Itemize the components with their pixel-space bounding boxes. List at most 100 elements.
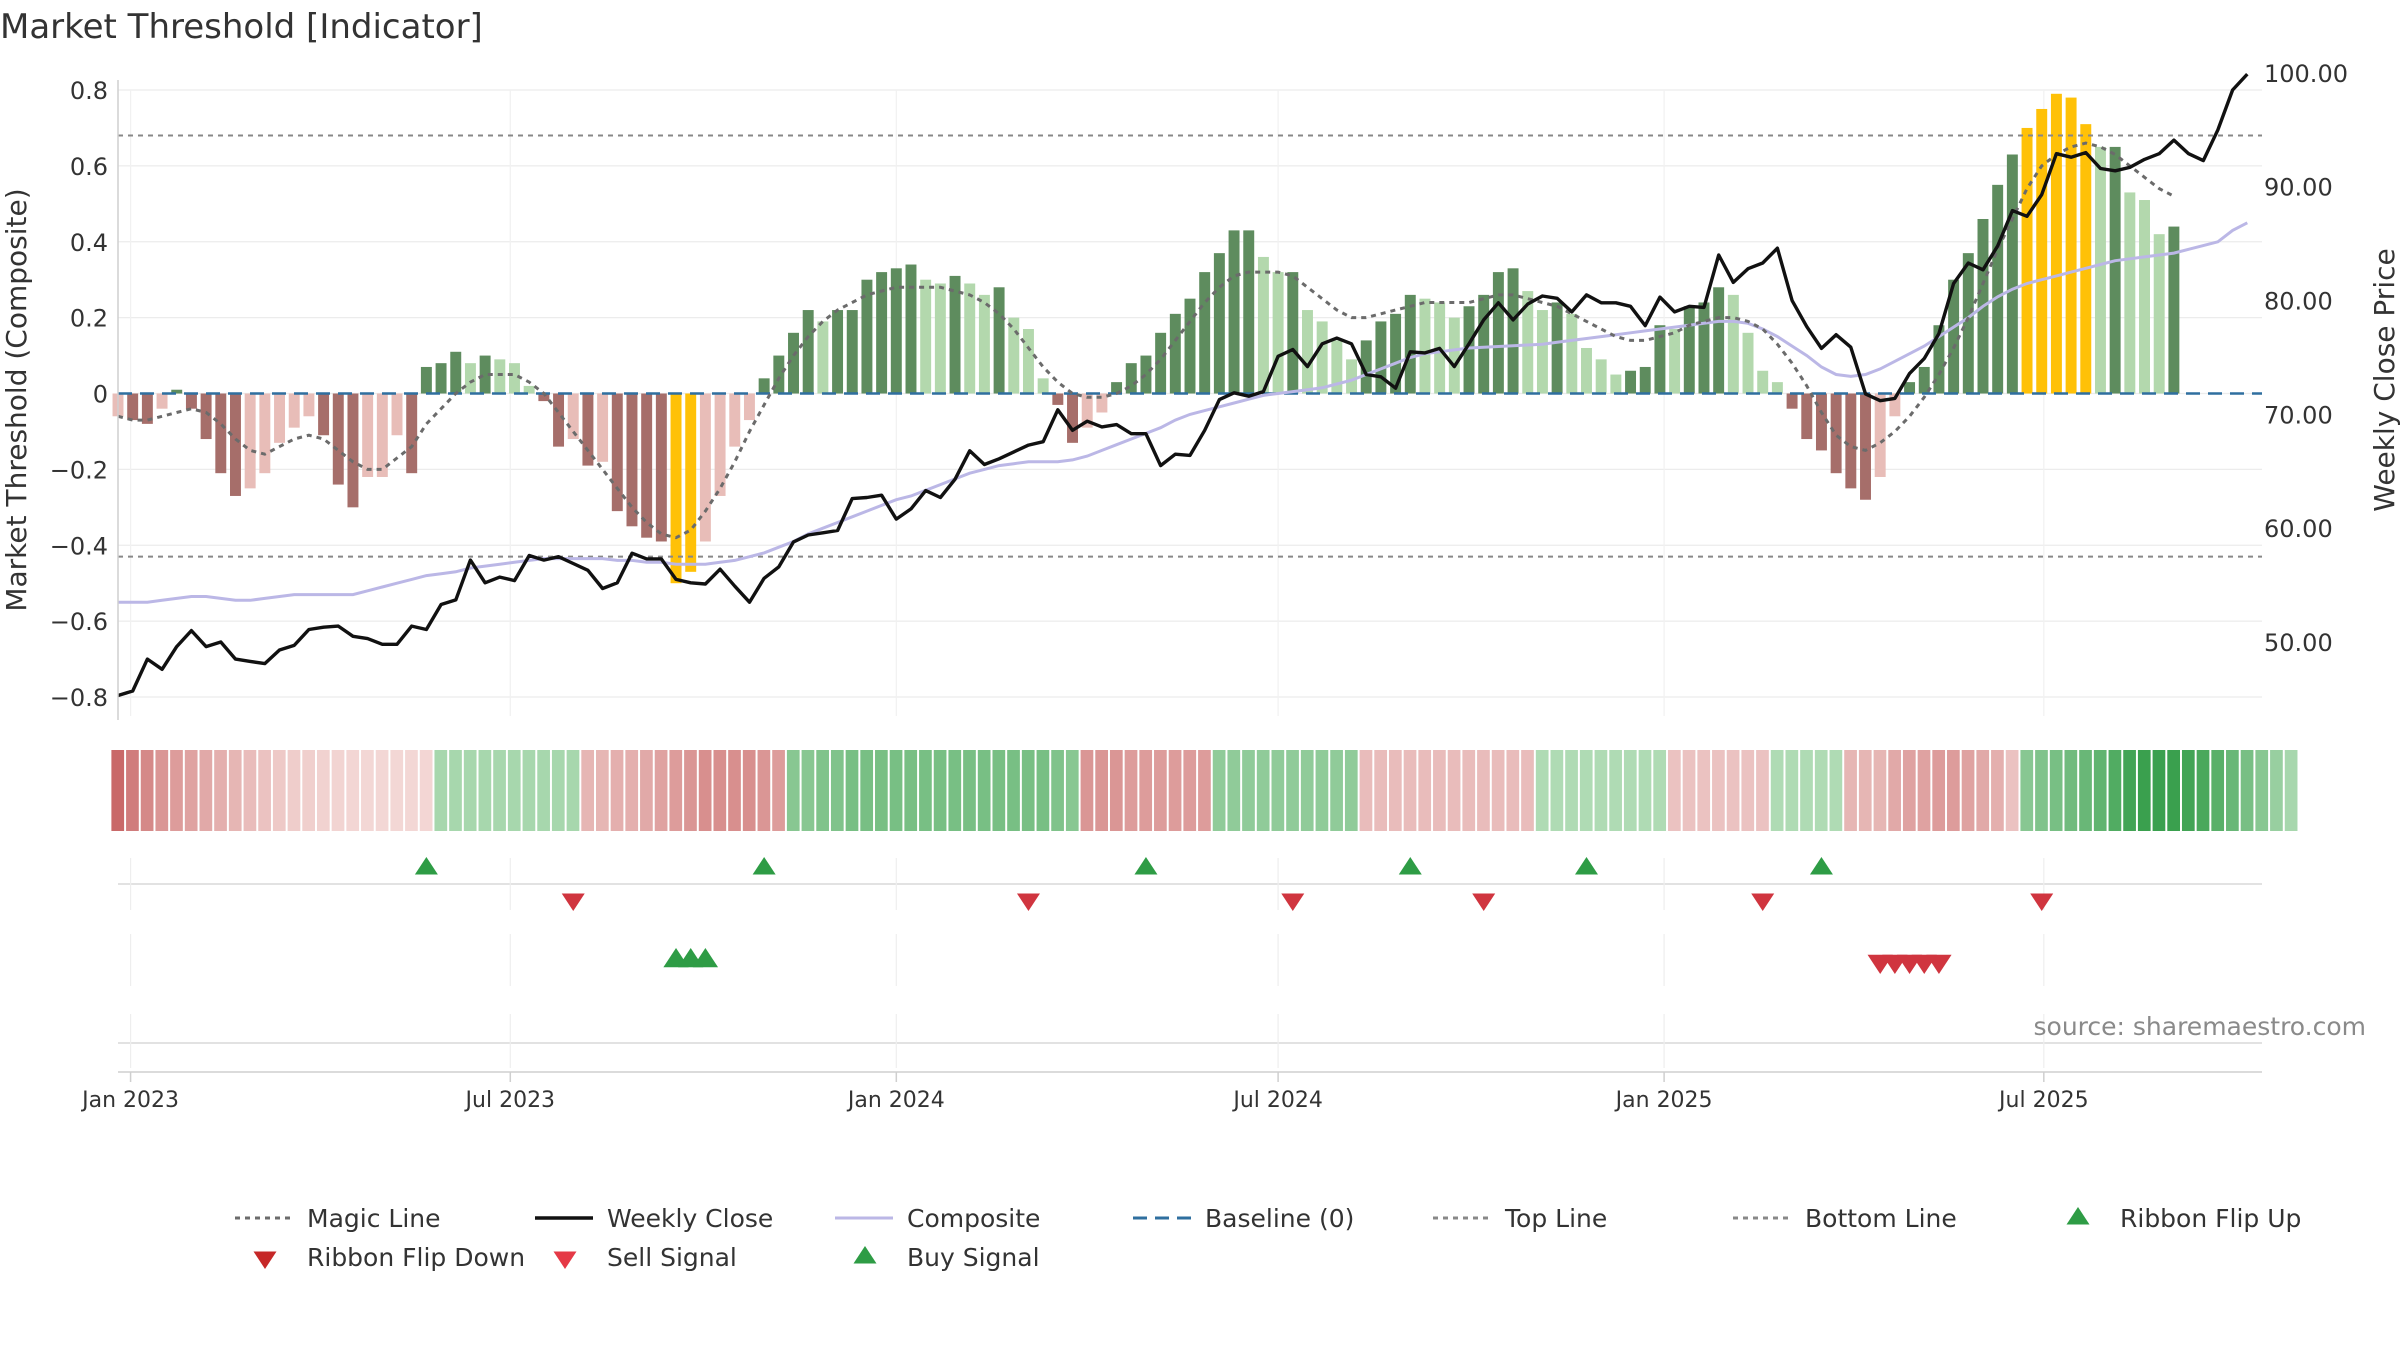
ribbon-cell [1521,750,1534,831]
ribbon-cell [1565,750,1578,831]
ribbon-cell [963,750,976,831]
ribbon-cell [933,750,947,831]
ribbon-cell [1726,750,1740,831]
composite-bar [1243,230,1255,394]
ribbon-cell [830,750,844,831]
ribbon-cell [214,750,227,831]
composite-bar [2065,97,2077,394]
y-axis-right-label: Weekly Close Price [2368,248,2400,511]
x-axis: Jan 2023 Jul 2023 Jan 2024 Jul 2024 Jan 2025… [80,1071,2262,1113]
ribbon-cell [346,750,360,831]
ribbon-cell [728,750,741,831]
composite-bar [1448,317,1460,394]
ribbon-cell [2064,750,2078,831]
ribbon-cell [1623,750,1637,831]
ribbon-cell [1697,750,1711,831]
ribbon-cell [786,750,800,831]
ribbon-cell [801,750,815,831]
composite-bar [1727,294,1739,394]
composite-bar [743,393,755,421]
composite-bar [582,393,594,466]
composite-bar [1933,325,1945,394]
y-left-tick-label: 0.6 [70,153,108,181]
ribbon-cell [1477,750,1490,831]
composite-bar [1948,279,1960,394]
ribbon-cell [1902,750,1916,831]
composite-bar [1228,230,1240,394]
composite-bar [1683,306,1695,394]
composite-bar [920,279,932,394]
ribbon-cell [199,750,213,831]
composite-bar [376,393,388,477]
ribbon-cell [2079,750,2092,831]
composite-bar [362,393,374,477]
composite-bar [215,393,227,474]
composite-bar [1507,268,1519,394]
composite-bar [949,275,961,394]
ribbon-cell [493,750,506,831]
composite-line [118,221,2248,604]
composite-bar [244,393,256,489]
ribbon-cell [948,750,962,831]
ribbon-cell [2167,750,2180,831]
ribbon-cell [1814,750,1828,831]
ribbon-cell [522,750,536,831]
composite-bar [523,385,535,394]
ribbon-cell [845,750,859,831]
y-right-tick-label: 70.00 [2264,401,2333,429]
ribbon-cell [2255,750,2269,831]
ribbon-cell [1374,750,1388,831]
legend-item: Buy Signal [853,1243,1040,1272]
ribbon-cell [287,750,301,831]
composite-bar [1346,359,1358,394]
ribbon-cell [2035,750,2048,831]
ribbon-cell [654,750,668,831]
y-right-tick-label: 80.00 [2264,288,2333,316]
ribbon-cell [1256,750,1270,831]
ribbon-cell [390,750,404,831]
legend-item: Top Line [1433,1204,1607,1233]
ribbon-cell [1991,750,2004,831]
composite-bar [1067,393,1078,443]
ribbon-cell [449,750,462,831]
ribbon-cell [140,750,154,831]
ribbon-cell [1594,750,1608,831]
composite-bar [450,351,462,394]
ribbon-cell [1388,750,1402,831]
ribbon-flip-down-marker [561,893,585,911]
ribbon-cell [1051,750,1064,831]
composite-bar [817,321,829,394]
ribbon-cell [258,750,271,831]
composite-bar [1845,393,1857,489]
composite-bar [1213,253,1225,394]
composite-bar [2080,124,2092,394]
ribbon-cell [1770,750,1784,831]
composite-bar [2021,127,2033,394]
ribbon-cell [1932,750,1946,831]
ribbon-cell [551,750,565,831]
buy-signal-marker [692,948,719,968]
ribbon-cell [463,750,477,831]
composite-bar [699,393,711,542]
ribbon-cell [713,750,727,831]
y-left-tick-label: 0 [93,381,108,409]
ribbon-cell [1330,750,1343,831]
composite-bar [274,393,286,443]
signal-markers [118,857,2262,1068]
ribbon-cell [2049,750,2063,831]
y-left-tick-label: 0.4 [70,229,108,257]
composite-bar [1111,382,1123,394]
ribbon-cell [1800,750,1813,831]
composite-bar [2153,234,2165,394]
ribbon-cell [1433,750,1446,831]
composite-bar [1625,370,1637,394]
composite-bar [259,393,271,474]
ribbon-cell [1741,750,1755,831]
composite-bar [127,393,139,421]
magic-line [117,141,2175,540]
ribbon-cell [1198,750,1211,831]
legend-item: Bottom Line [1733,1204,1957,1233]
ribbon-cell [243,750,257,831]
ribbon-cell [1065,750,1079,831]
